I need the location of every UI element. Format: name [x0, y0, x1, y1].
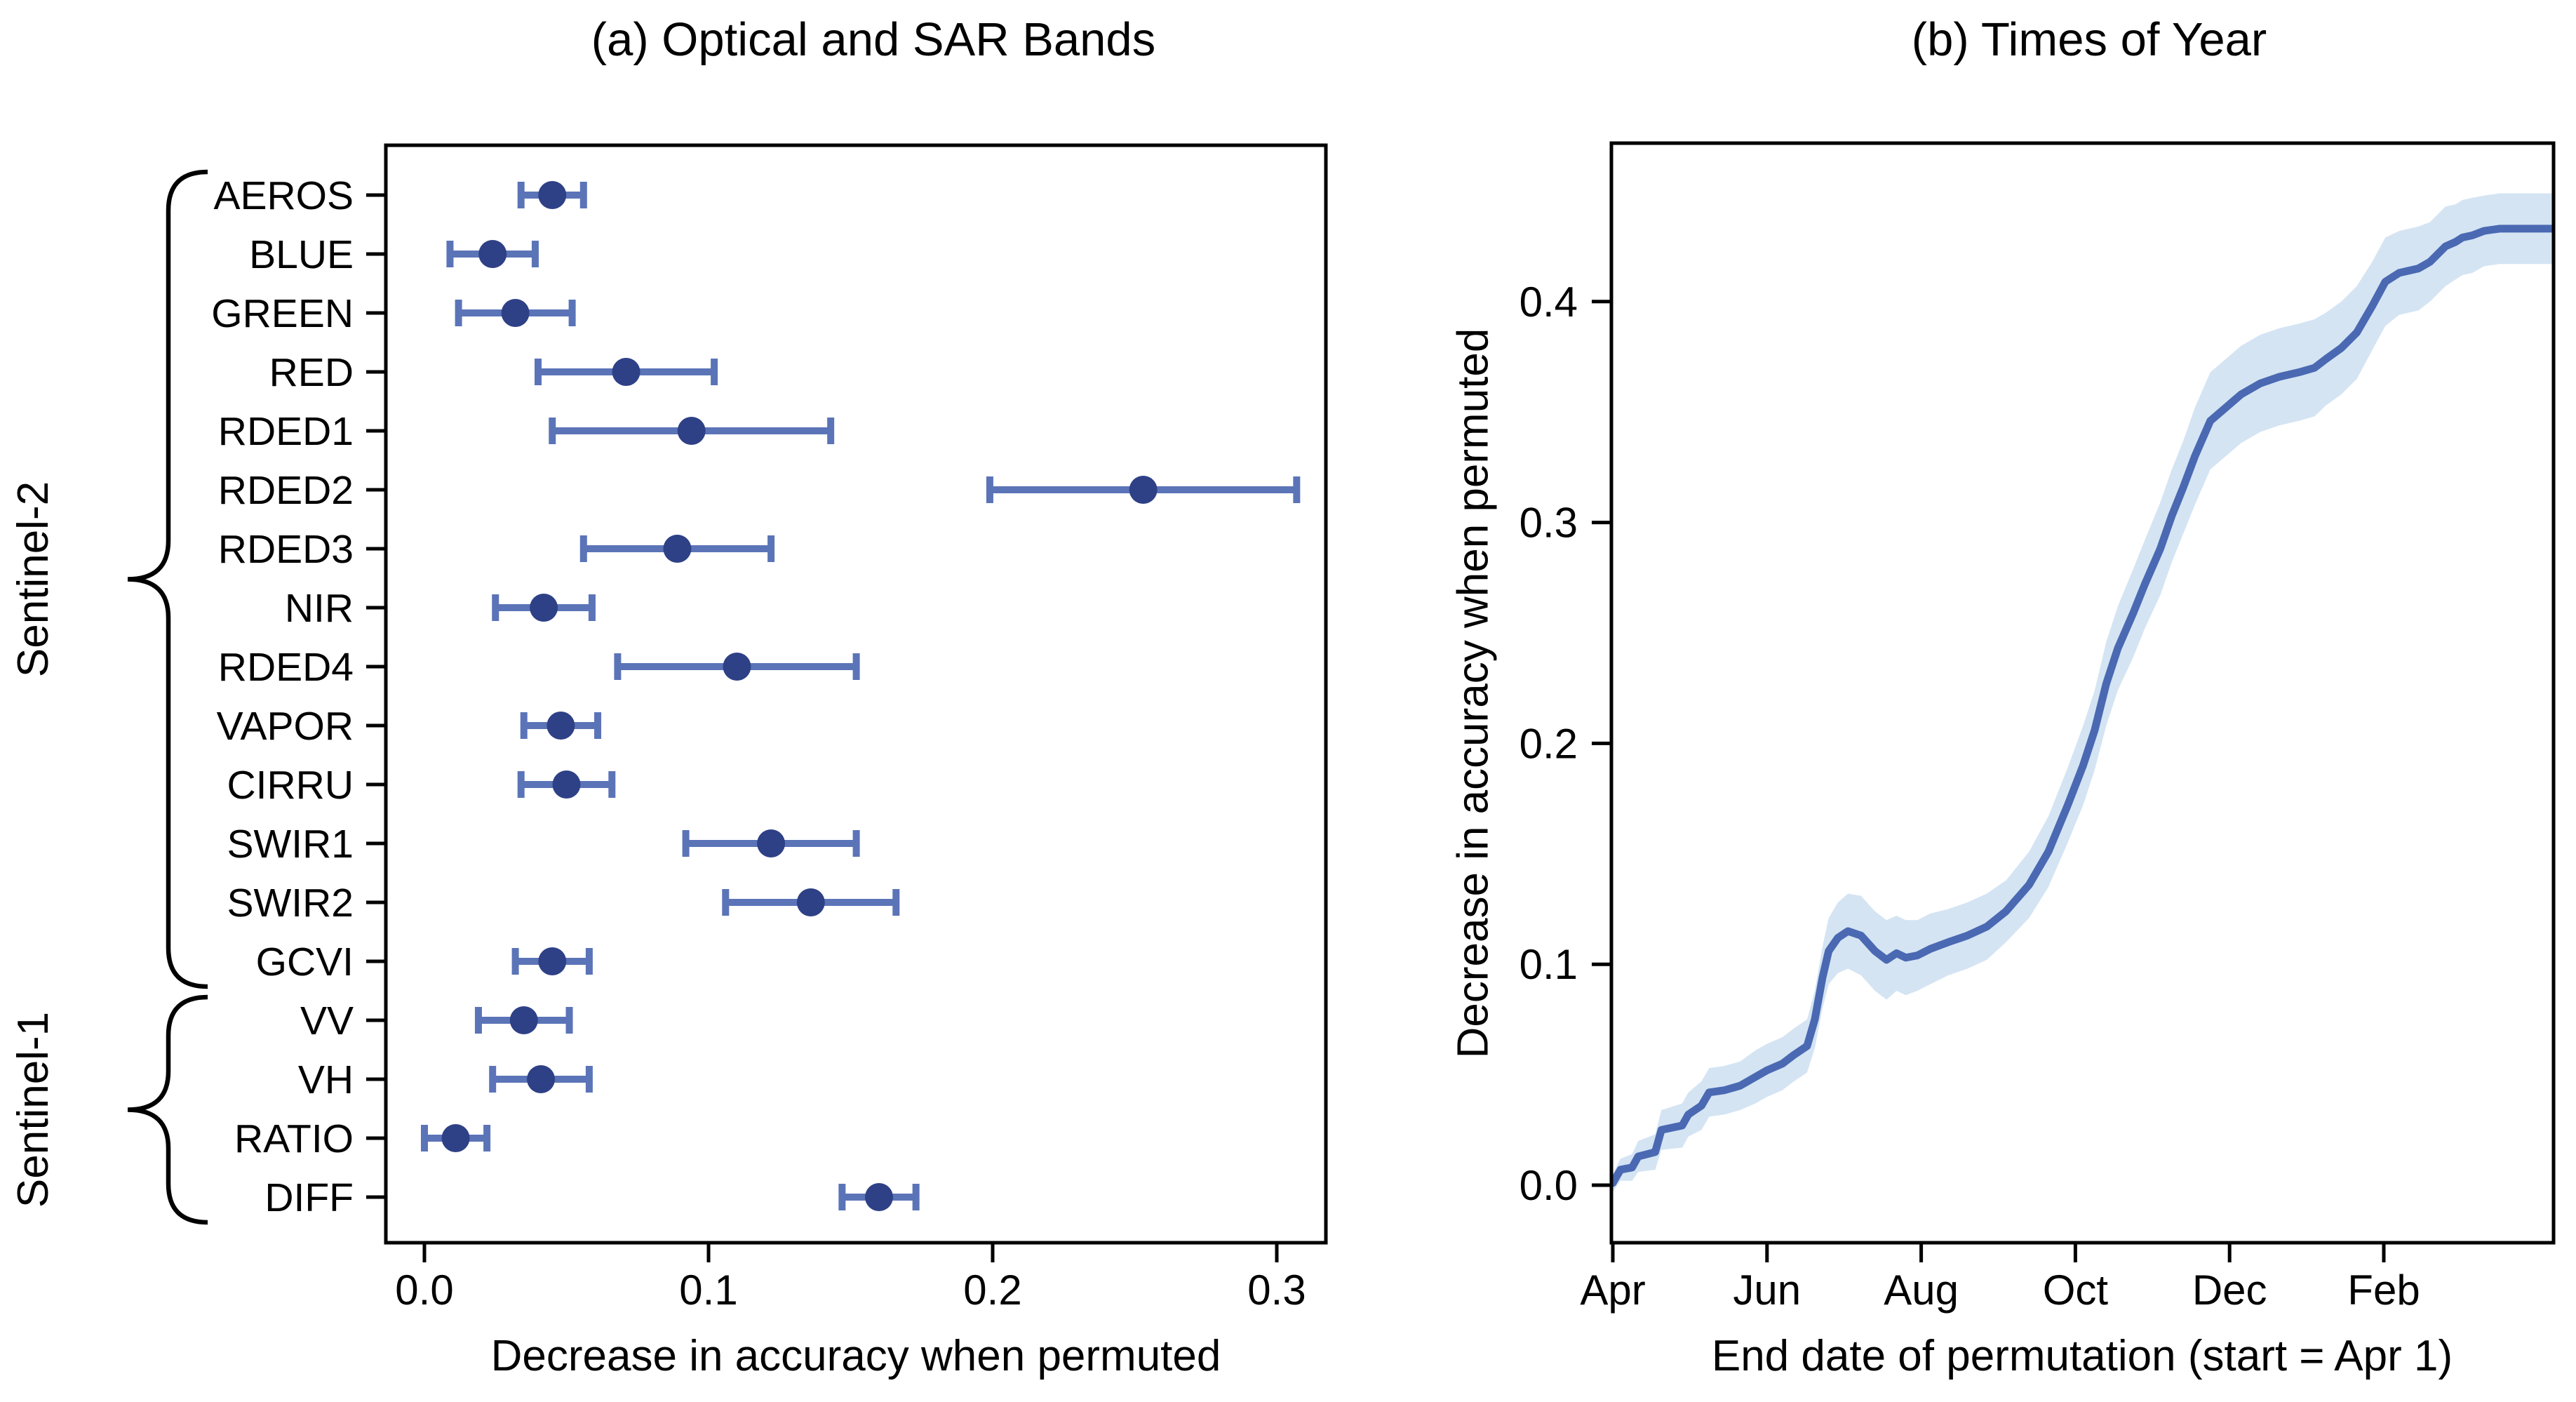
- panel-a-mean-dot: [1129, 476, 1158, 504]
- panel-a-category-label: SWIR2: [227, 881, 354, 926]
- panel-a-mean-dot: [538, 947, 567, 975]
- panel-b-y-tick-label: 0.3: [1520, 500, 1578, 547]
- panel-a-mean-dot: [501, 299, 530, 327]
- panel-a-mean-dot: [509, 1006, 538, 1034]
- group-brace: [127, 169, 208, 989]
- panel-b-x-tick-label: Oct: [2043, 1267, 2109, 1314]
- panel-b-x-tick-label: Dec: [2192, 1267, 2267, 1314]
- panel-a-category-label: AEROS: [213, 173, 354, 218]
- panel-a-mean-dot: [527, 1065, 556, 1093]
- panel-a-category-label: RATIO: [234, 1116, 354, 1161]
- panel-b-xlabel: End date of permutation (start = Apr 1): [1711, 1332, 2453, 1380]
- panel-a-title: (a) Optical and SAR Bands: [591, 13, 1156, 66]
- panel-a-x-tick-label: 0.0: [395, 1267, 453, 1314]
- panel-a-mean-dot: [612, 358, 640, 386]
- panel-b-y-tick-label: 0.4: [1520, 279, 1578, 326]
- group-label: Sentinel-1: [9, 1012, 58, 1208]
- panel-a-category-label: VAPOR: [217, 704, 354, 749]
- panel-b-y-tick-label: 0.1: [1520, 941, 1578, 988]
- panel-b-y-tick-label: 0.2: [1520, 720, 1578, 767]
- panel-a-category-label: VV: [300, 999, 354, 1043]
- panel-a-category-label: RDED2: [218, 468, 354, 513]
- panel-a-mean-dot: [552, 770, 581, 799]
- mean-line: [1611, 225, 2554, 1187]
- confidence-band: [1613, 193, 2554, 1192]
- panel-a-category-label: GCVI: [256, 940, 354, 984]
- panel-a-category-label: GREEN: [211, 291, 354, 336]
- panel-b-ylabel: Decrease in accuracy when permuted: [1449, 328, 1498, 1059]
- panel-a-category-label: SWIR1: [227, 822, 354, 867]
- panel-b-title: (b) Times of Year: [1911, 13, 2267, 66]
- panel-b-x-tick-label: Jun: [1733, 1267, 1801, 1314]
- panel-b-x-tick-label: Aug: [1884, 1267, 1959, 1314]
- panel-a-category-label: BLUE: [249, 232, 354, 277]
- panel-a-category-label: RDED4: [218, 645, 354, 690]
- panel-a-mean-dot: [677, 417, 706, 445]
- panel-a-mean-dot: [796, 888, 825, 916]
- panel-a-category-label: CIRRU: [227, 763, 354, 808]
- group-brace: [127, 994, 208, 1225]
- panel-a-xlabel: Decrease in accuracy when permuted: [490, 1332, 1221, 1380]
- panel-b-x-tick-label: Feb: [2347, 1267, 2420, 1314]
- panel-a-category-label: RED: [269, 350, 354, 395]
- group-label: Sentinel-2: [9, 481, 58, 677]
- panel-a-category-label: RDED1: [218, 409, 354, 454]
- panel-a-mean-dot: [441, 1124, 470, 1152]
- panel-a-mean-dot: [478, 240, 507, 268]
- panel-a-mean-dot: [663, 535, 692, 563]
- panel-a-category-label: RDED3: [218, 527, 354, 572]
- panel-a-category-label: VH: [298, 1057, 354, 1102]
- panel-a-category-label: NIR: [285, 586, 354, 631]
- panel-a-mean-dot: [723, 653, 751, 681]
- panel-a-x-tick-label: 0.3: [1247, 1267, 1306, 1314]
- panel-a-x-tick-label: 0.1: [679, 1267, 737, 1314]
- panel-a-mean-dot: [865, 1183, 893, 1211]
- panel-a-mean-dot: [546, 712, 575, 740]
- panel-a-category-label: DIFF: [264, 1175, 354, 1220]
- panel-b-x-tick-label: Apr: [1580, 1267, 1645, 1314]
- panel-a-mean-dot: [757, 829, 786, 857]
- panel-a-mean-dot: [530, 594, 558, 622]
- panel-a-mean-dot: [538, 181, 567, 209]
- panel-b-y-tick-label: 0.0: [1520, 1162, 1578, 1209]
- panel-a-x-tick-label: 0.2: [963, 1267, 1021, 1314]
